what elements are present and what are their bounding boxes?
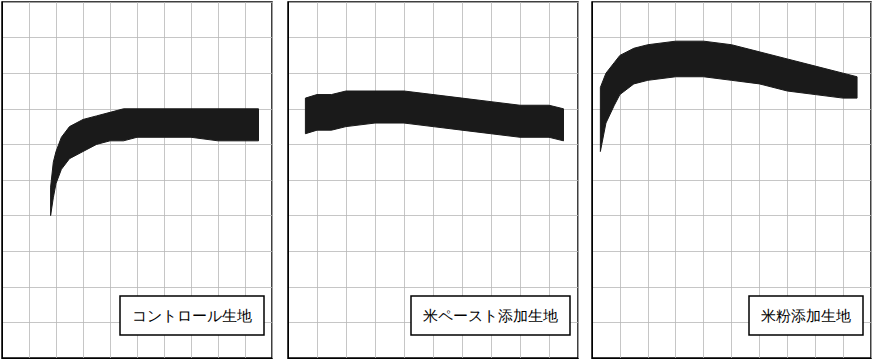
svg-text:コントロール生地: コントロール生地 [132,307,252,325]
svg-text:米ペースト添加生地: 米ペースト添加生地 [423,307,558,325]
svg-text:米粉添加生地: 米粉添加生地 [761,307,851,325]
